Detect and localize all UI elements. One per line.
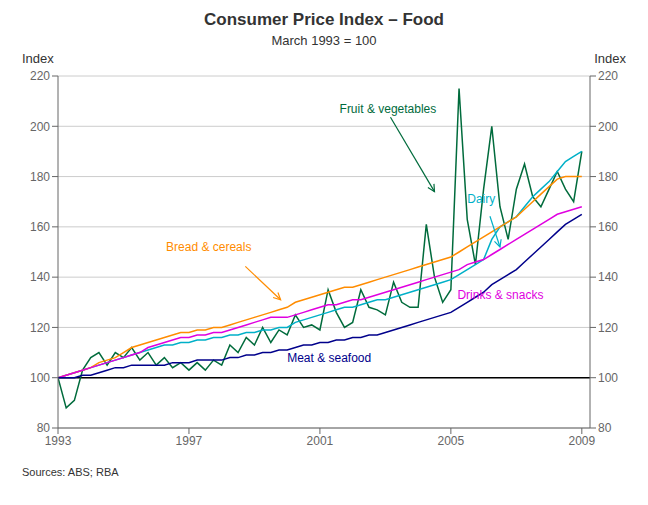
svg-text:Bread & cereals: Bread & cereals [166, 240, 251, 254]
svg-text:220: 220 [598, 69, 618, 83]
svg-text:80: 80 [37, 421, 51, 435]
svg-text:2001: 2001 [307, 434, 334, 448]
html-text:Sources: ABS; RBA: Sources: ABS; RBA [22, 466, 119, 478]
svg-text:Fruit & vegetables: Fruit & vegetables [340, 102, 437, 116]
svg-text:2005: 2005 [438, 434, 465, 448]
html-text:March 1993 = 100: March 1993 = 100 [271, 33, 377, 48]
svg-text:Meat & seafood: Meat & seafood [287, 351, 371, 365]
svg-text:160: 160 [598, 220, 618, 234]
html-text:Consumer Price Index – Food: Consumer Price Index – Food [204, 10, 444, 29]
html-text:Index: Index [594, 51, 626, 66]
svg-text:120: 120 [598, 321, 618, 335]
svg-text:100: 100 [30, 371, 50, 385]
svg-text:80: 80 [598, 421, 612, 435]
svg-text:Drinks & snacks: Drinks & snacks [457, 288, 543, 302]
svg-text:220: 220 [30, 69, 50, 83]
svg-text:200: 200 [30, 120, 50, 134]
svg-text:Dairy: Dairy [467, 192, 495, 206]
svg-text:1997: 1997 [176, 434, 203, 448]
svg-text:180: 180 [598, 170, 618, 184]
svg-text:200: 200 [598, 120, 618, 134]
svg-text:2009: 2009 [568, 434, 595, 448]
svg-text:140: 140 [598, 270, 618, 284]
html-text:Index: Index [22, 51, 54, 66]
svg-text:1993: 1993 [45, 434, 72, 448]
svg-text:160: 160 [30, 220, 50, 234]
svg-text:180: 180 [30, 170, 50, 184]
svg-text:100: 100 [598, 371, 618, 385]
svg-text:140: 140 [30, 270, 50, 284]
svg-text:120: 120 [30, 321, 50, 335]
